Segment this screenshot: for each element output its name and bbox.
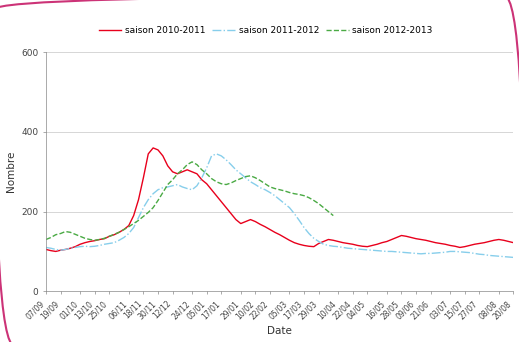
saison 2012-2013 [43, 237, 49, 241]
saison 2012-2013 [311, 198, 317, 202]
saison 2011-2012 [213, 152, 220, 156]
saison 2011-2012 [510, 255, 516, 260]
saison 2011-2012 [43, 246, 49, 250]
Line: saison 2010-2011: saison 2010-2011 [46, 148, 513, 251]
saison 2010-2011 [52, 249, 59, 253]
saison 2012-2013 [277, 188, 283, 192]
saison 2011-2012 [165, 185, 171, 189]
saison 2011-2012 [408, 251, 414, 255]
saison 2010-2011 [62, 247, 69, 251]
saison 2010-2011 [286, 238, 293, 242]
saison 2012-2013 [58, 232, 64, 236]
saison 2010-2011 [413, 237, 419, 241]
saison 2011-2012 [281, 201, 288, 206]
Line: saison 2012-2013: saison 2012-2013 [46, 162, 333, 240]
saison 2012-2013 [165, 183, 171, 187]
saison 2012-2013 [77, 234, 83, 238]
Y-axis label: Nombre: Nombre [6, 151, 16, 193]
saison 2011-2012 [77, 245, 83, 249]
saison 2010-2011 [320, 239, 326, 244]
saison 2010-2011 [82, 241, 88, 245]
Line: saison 2011-2012: saison 2011-2012 [46, 154, 513, 258]
Legend: saison 2010-2011, saison 2011-2012, saison 2012-2013: saison 2010-2011, saison 2011-2012, sais… [99, 26, 433, 35]
saison 2010-2011 [43, 247, 49, 251]
saison 2010-2011 [510, 241, 516, 245]
saison 2011-2012 [316, 239, 322, 244]
X-axis label: Date: Date [267, 327, 292, 337]
saison 2010-2011 [174, 172, 181, 176]
saison 2011-2012 [58, 248, 64, 252]
saison 2010-2011 [150, 146, 156, 150]
